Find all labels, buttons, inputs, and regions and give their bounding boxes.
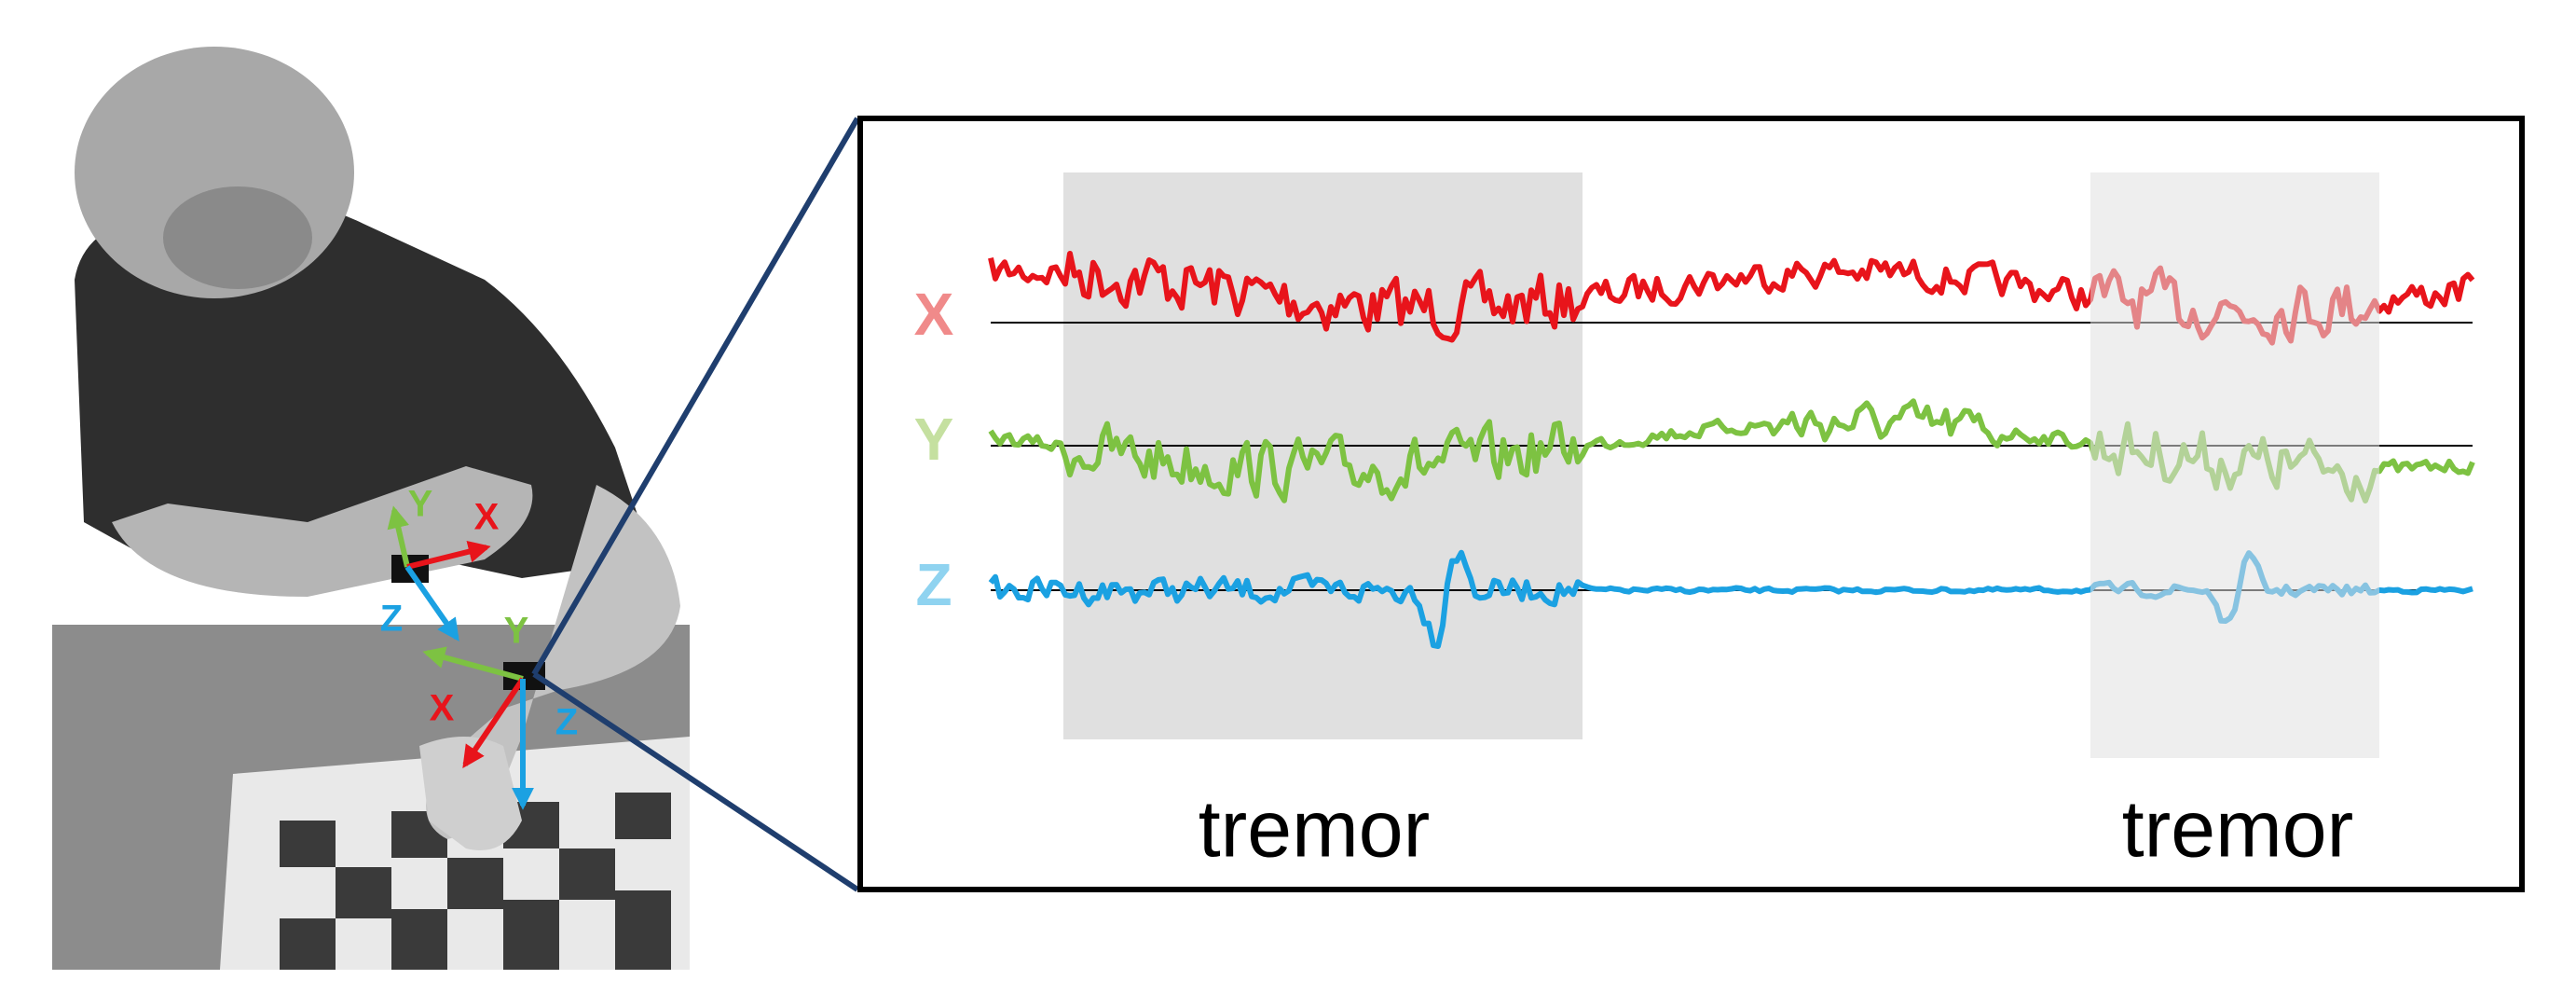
hand — [419, 737, 522, 850]
annotation: tremor — [1199, 785, 1430, 875]
axis-label: X — [474, 497, 500, 538]
lower-x-arrow — [462, 677, 526, 768]
axis-label: Z — [555, 702, 578, 743]
channel-label: Z — [915, 551, 952, 618]
annotation: tremor — [2122, 785, 2353, 875]
tremor-region — [2090, 172, 2379, 758]
lower-y-arrow — [422, 646, 524, 682]
photo: Y X Z Y X Z — [52, 47, 690, 970]
upper-y-arrow — [387, 505, 410, 568]
face-blur — [163, 186, 312, 289]
axis-label: Y — [504, 611, 529, 652]
channel-label: Y — [914, 406, 954, 473]
channel-label: X — [914, 281, 954, 348]
zoom-line — [532, 671, 859, 892]
axis-label: X — [430, 688, 455, 729]
upper-z-arrow — [404, 565, 459, 641]
zoom-line — [531, 117, 860, 676]
axis-label: Z — [380, 599, 403, 640]
axis-label: Y — [408, 484, 433, 525]
upper-x-arrow — [406, 540, 491, 570]
signal-panel: X Y Z tremor tremor — [857, 116, 2525, 892]
